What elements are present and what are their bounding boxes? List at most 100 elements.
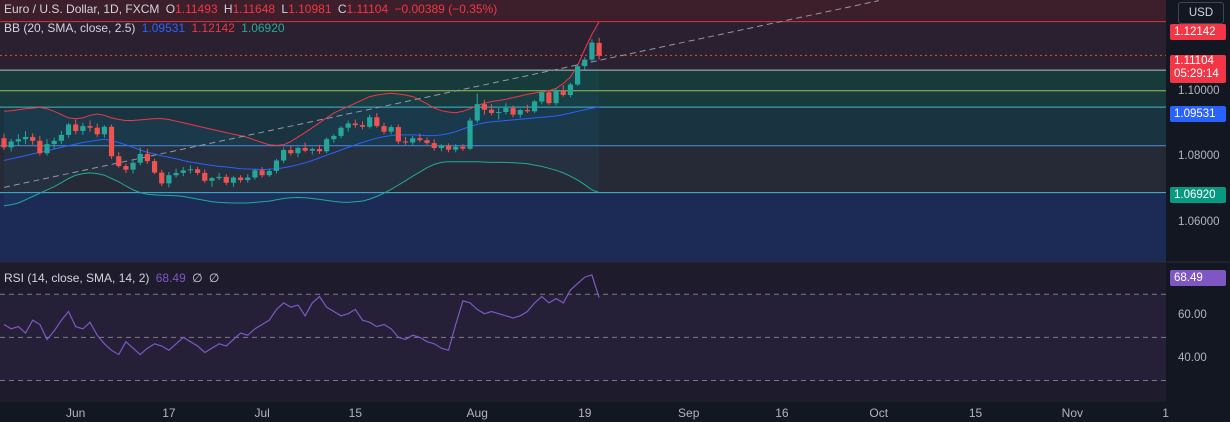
candle-body xyxy=(159,172,165,184)
candle-body xyxy=(123,166,129,170)
candle-body xyxy=(438,145,444,149)
time-tick-label: 16 xyxy=(775,406,789,420)
bb-basis-tag: 1.09531 xyxy=(1170,106,1226,122)
time-tick-label: 17 xyxy=(162,406,176,420)
candle-body xyxy=(453,146,459,150)
candle-body xyxy=(245,177,251,181)
low-label: L xyxy=(281,2,289,16)
candle-body xyxy=(1,138,7,148)
candle-body xyxy=(87,126,93,128)
bb-upper-line xyxy=(3,21,600,146)
candle-body xyxy=(209,178,215,181)
rsi-value: 68.49 xyxy=(155,271,186,285)
time-tick-label: Nov xyxy=(1061,406,1083,420)
candle-body xyxy=(30,136,36,141)
price-tick-label: 1.06000 xyxy=(1178,215,1220,228)
price-tick-label: 1.10000 xyxy=(1178,84,1220,97)
bb-basis-value: 1.09531 xyxy=(141,21,186,35)
time-tick-label: Aug xyxy=(466,406,488,420)
time-tick-label: 19 xyxy=(578,406,592,420)
open-label: O xyxy=(165,2,176,16)
candle-body xyxy=(575,66,581,85)
candle-body xyxy=(359,125,366,127)
time-tick-label: Oct xyxy=(869,406,889,420)
rsi-tick-label: 60.00 xyxy=(1178,308,1207,321)
candle-body xyxy=(431,143,437,149)
candle-body xyxy=(151,161,158,173)
candle-body xyxy=(309,149,315,151)
low-value: 1.10981 xyxy=(288,2,332,16)
bb-basis-line xyxy=(3,106,600,171)
rsi-extra-1: ∅ xyxy=(192,271,203,285)
rsi-tick-label: 40.00 xyxy=(1178,351,1207,364)
candle-body xyxy=(338,127,344,136)
candle-body xyxy=(281,149,287,161)
candle-body xyxy=(445,145,452,150)
candle-body xyxy=(503,108,509,113)
candle-body xyxy=(560,90,566,95)
candlesticks xyxy=(1,37,602,188)
candle-body xyxy=(223,176,229,183)
candle-body xyxy=(37,140,43,154)
candle-body xyxy=(252,170,258,178)
candle-body xyxy=(510,108,516,115)
zone-2 xyxy=(0,70,1166,91)
candle-body xyxy=(395,127,401,142)
candle-body xyxy=(22,136,29,140)
candle-body xyxy=(94,127,100,135)
candle-body xyxy=(488,109,495,113)
rsi-background xyxy=(0,262,1166,402)
bb-lower-tag: 1.06920 xyxy=(1170,187,1226,203)
candle-body xyxy=(80,126,86,131)
bb-label: BB (20, SMA, close, 2.5) xyxy=(4,21,136,35)
candle-body xyxy=(481,104,487,110)
candle-body xyxy=(137,153,143,163)
candle-body xyxy=(238,177,244,181)
symbol-label: Euro / U.S. Dollar, 1D, FXCM xyxy=(4,2,160,16)
bollinger-bands xyxy=(3,21,600,207)
candle-body xyxy=(596,42,602,56)
time-tick-label: Jun xyxy=(66,406,86,420)
countdown-value: 05:29:14 xyxy=(1174,68,1219,80)
candle-body xyxy=(388,127,394,132)
candle-body xyxy=(324,139,330,152)
candle-body xyxy=(144,153,150,162)
candle-body xyxy=(44,144,50,154)
time-tick-label: 15 xyxy=(968,406,983,420)
rsi-legend[interactable]: RSI (14, close, SMA, 14, 2) 68.49 ∅ ∅ xyxy=(4,271,222,285)
candle-body xyxy=(15,139,21,142)
time-tick-label: Sep xyxy=(678,406,700,420)
change-value: −0.00389 (−0.35%) xyxy=(394,2,498,16)
candle-body xyxy=(531,101,538,112)
candle-body xyxy=(116,156,122,167)
last-price-value: 1.11104 xyxy=(1174,55,1214,67)
candle-body xyxy=(381,126,387,132)
candle-body xyxy=(302,148,308,151)
candle-body xyxy=(539,92,545,102)
candle-body xyxy=(352,123,358,126)
zone-5 xyxy=(0,145,1166,193)
candle-body xyxy=(273,160,280,171)
time-tick-label: 1 xyxy=(1162,406,1169,420)
candle-body xyxy=(546,92,552,104)
bb-upper-value: 1.12142 xyxy=(191,21,235,35)
candle-body xyxy=(589,42,595,60)
bb-legend[interactable]: BB (20, SMA, close, 2.5) 1.09531 1.12142… xyxy=(4,21,288,35)
currency-button[interactable]: USD xyxy=(1178,2,1224,24)
candle-body xyxy=(517,110,523,115)
candle-body xyxy=(524,110,531,112)
candle-body xyxy=(424,140,430,144)
candle-body xyxy=(582,59,588,67)
close-label: C xyxy=(337,2,347,16)
bb-fill xyxy=(4,21,600,206)
candle-body xyxy=(101,126,107,135)
zone-6 xyxy=(0,192,1166,262)
bb-lower-value: 1.06920 xyxy=(241,21,285,35)
candle-body xyxy=(474,104,480,121)
rsi-line xyxy=(3,274,600,356)
candle-body xyxy=(8,141,14,148)
bb-lower-line xyxy=(3,161,600,207)
open-value: 1.11493 xyxy=(175,2,218,16)
candle-body xyxy=(295,148,301,154)
